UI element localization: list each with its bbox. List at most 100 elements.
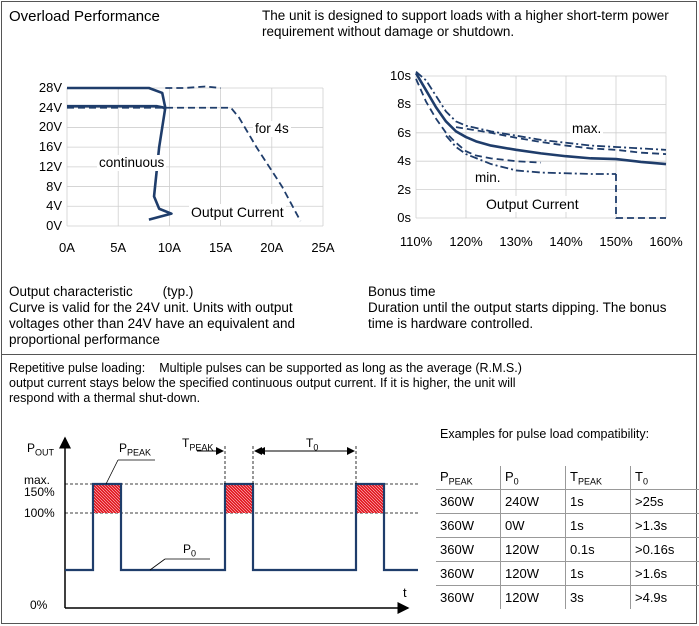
p0-label: P0 (183, 542, 197, 559)
typ-label: (typ.) (162, 284, 194, 299)
for-4s-label: for 4s (253, 121, 291, 137)
left-caption-body: Curve is valid for the 24V unit. Units w… (9, 300, 295, 347)
y-tick-label: 2s (397, 181, 411, 197)
table-cell: 1s (565, 561, 631, 586)
examples-header-cell: T0 (630, 466, 699, 490)
repetitive-line2: output current stays below the specified… (9, 376, 516, 390)
table-row: 360W 120W 3s >4.9s (436, 585, 699, 609)
chart1-xlabel: Output Current (189, 204, 286, 220)
y-tick-label: 28V (38, 80, 62, 95)
t-axis-label: t (403, 585, 407, 600)
t0-label: T0 (306, 436, 319, 453)
x-tick-label: 5A (110, 240, 127, 255)
examples-header-cell: P0 (500, 466, 566, 490)
table-cell: >1.3s (630, 513, 699, 538)
series-line (67, 106, 302, 222)
x-tick-label: 140% (549, 234, 583, 249)
pulse-waveform (65, 482, 418, 572)
y-tick-label: 8s (397, 96, 411, 112)
output-characteristic-plot (66, 85, 324, 227)
peak-block-2 (225, 484, 253, 513)
section-divider (1, 354, 697, 355)
x-tick-label: 120% (449, 234, 483, 249)
pout-label: POUT (27, 441, 55, 458)
level-100-label: 100% (24, 506, 55, 520)
table-cell: 360W (436, 537, 501, 562)
x-tick-label: 20A (260, 240, 284, 255)
t-peak-label: TPEAK (182, 436, 214, 453)
x-tick-label: 110% (399, 234, 433, 249)
x-tick-label: 160% (649, 234, 683, 249)
examples-header-cell: PPEAK (436, 466, 501, 490)
series-line (415, 78, 542, 164)
y-tick-label: 4s (397, 153, 411, 169)
table-cell: 3s (565, 585, 631, 609)
table-cell: >1.6s (630, 561, 699, 586)
x-tick-label: 130% (499, 234, 533, 249)
table-row: 360W 0W 1s >1.3s (436, 513, 699, 538)
chart2-xlabel: Output Current (484, 196, 581, 212)
series-line (165, 85, 221, 89)
continuous-label: continuous (97, 155, 167, 171)
series-line (67, 104, 166, 110)
table-row: 360W 120W 1s >1.6s (436, 561, 699, 586)
max-level-label: max. (24, 473, 51, 487)
y-tick-label: 4V (46, 198, 62, 214)
repetitive-line3: respond with a thermal shut-down. (9, 391, 201, 405)
y-tick-label: 12V (38, 158, 62, 174)
repetitive-text: Repetitive pulse loading: Multiple pulses… (9, 361, 689, 406)
repetitive-label: Repetitive pulse loading: (9, 361, 146, 375)
y-tick-label: 20V (38, 119, 62, 135)
y-tick-label: 0V (46, 218, 62, 233)
left-caption-title: Output characteristic (typ.) (9, 284, 193, 300)
y-tick-label: 8V (46, 178, 62, 194)
level-150-label: 150% (24, 485, 55, 499)
x-tick-label: 15A (209, 240, 233, 255)
table-cell: 120W (500, 585, 566, 609)
table-cell: >4.9s (630, 585, 699, 609)
examples-heading: Examples for pulse load compatibility: (440, 427, 650, 441)
table-cell: 360W (436, 585, 501, 609)
min-label: min. (473, 170, 503, 186)
series-line (615, 173, 666, 219)
table-cell: 120W (500, 537, 566, 562)
examples-table: PPEAK P0 TPEAK T0 360W 240W 1s >25s 360W 0W 1s >1.… (436, 466, 699, 609)
level-0-label: 0% (30, 598, 48, 612)
table-cell: 1s (565, 489, 631, 514)
bonus-time-body: Duration until the output starts dipping… (368, 300, 667, 331)
bonus-time-chart: 10s 8s 6s 4s 2s 0s 110% 120% 130% 140% 150% 160% m… (390, 68, 683, 249)
series-line (414, 72, 667, 166)
x-tick-label: 150% (599, 234, 633, 249)
table-cell: 360W (436, 561, 501, 586)
table-cell: 360W (436, 513, 501, 538)
y-tick-label: 6s (397, 124, 411, 140)
peak-block-3 (356, 484, 384, 513)
table-cell: 0W (500, 513, 566, 538)
series-line (455, 126, 667, 155)
table-cell: >25s (630, 489, 699, 514)
series-line (415, 71, 667, 151)
table-row: 360W 240W 1s >25s (436, 489, 699, 514)
table-cell: >0.16s (630, 537, 699, 562)
table-cell: 0.1s (565, 537, 631, 562)
table-cell: 240W (500, 489, 566, 514)
examples-header-cell: TPEAK (565, 466, 631, 490)
peak-block-1 (93, 484, 121, 513)
output-characteristic-title: Output characteristic (9, 284, 133, 299)
x-tick-label: 10A (157, 240, 181, 255)
table-row: 360W 120W 0.1s >0.16s (436, 537, 699, 562)
x-tick-label: 25A (311, 240, 335, 255)
series-line (67, 86, 173, 221)
y-tick-label: 24V (38, 99, 62, 115)
y-tick-label: 0s (397, 210, 411, 225)
y-tick-label: 10s (390, 68, 411, 83)
section-title: Overload Performance (9, 8, 160, 25)
bonus-time-plot (414, 71, 667, 219)
repetitive-line1: Multiple pulses can be supported as long… (159, 361, 522, 375)
series-line (445, 135, 616, 175)
p-peak-label: PPEAK (119, 441, 152, 458)
y-tick-label: 16V (38, 139, 62, 155)
bonus-time-title: Bonus time (368, 284, 436, 299)
